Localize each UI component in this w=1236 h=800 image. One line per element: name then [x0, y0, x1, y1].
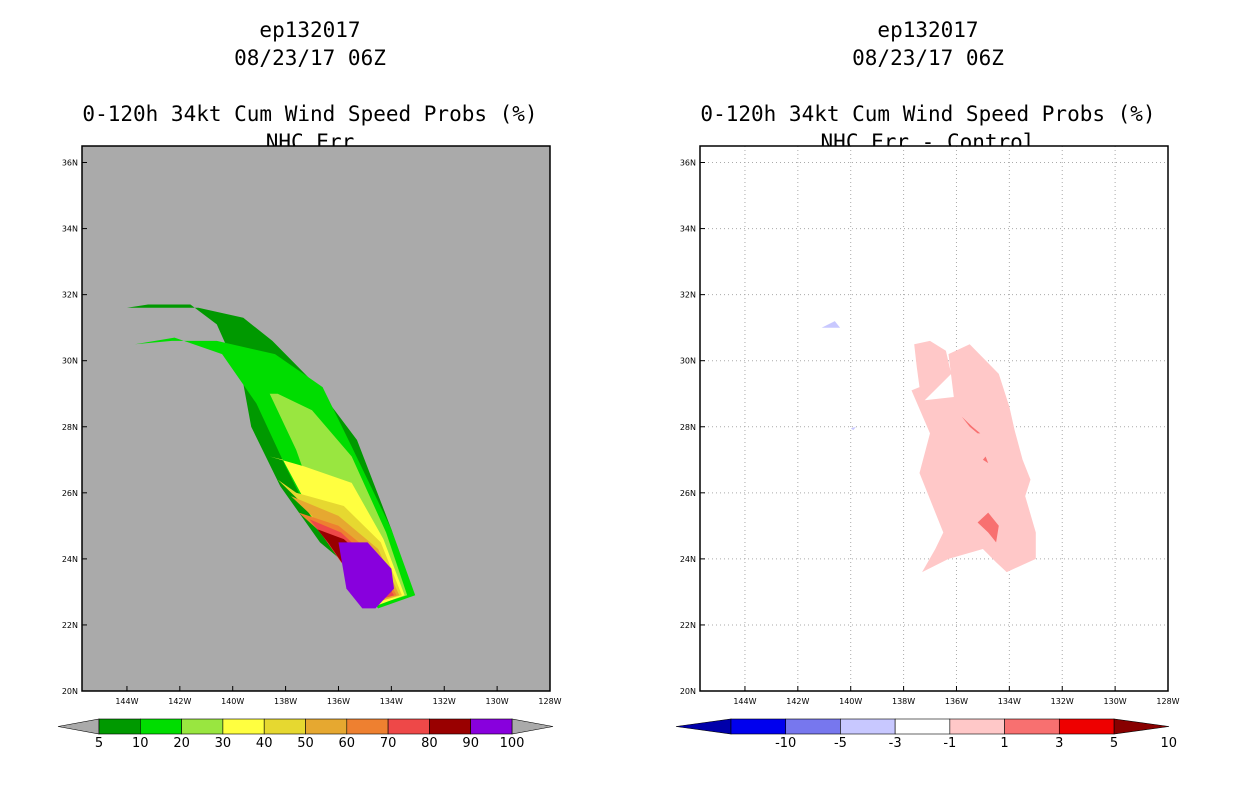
left-xtick-label: 132W: [433, 697, 456, 706]
right-ytick-label: 32N: [680, 291, 696, 300]
right-map-panel: 144W 142W 140W 138W 136W 134W 132W 130W 128W 20N 2…: [680, 145, 1180, 706]
right-ytick-label: 34N: [680, 225, 696, 234]
right-xtick-label: 140W: [839, 697, 862, 706]
left-colorbar-label: 70: [380, 736, 397, 751]
right-colorbar-high-triangle: [1113, 718, 1170, 735]
left-xtick-label: 130W: [486, 697, 509, 706]
left-colorbar-label: 50: [297, 736, 314, 751]
right-colorbar-label: 3: [1055, 736, 1063, 751]
left-ytick-label: 24N: [62, 555, 78, 564]
right-colorbar-swatch: [1004, 718, 1060, 735]
left-colorbar-label: 80: [421, 736, 438, 751]
left-colorbar-label: 90: [462, 736, 479, 751]
right-colorbar-swatch: [894, 718, 951, 735]
left-ytick-label: 22N: [62, 621, 78, 630]
right-xtick-label: 136W: [945, 697, 968, 706]
left-colorbar-swatch: [263, 718, 306, 735]
left-xtick-label: 134W: [380, 697, 403, 706]
left-colorbar-swatch: [346, 718, 389, 735]
left-ytick-label: 34N: [62, 225, 78, 234]
left-colorbar-swatch: [222, 718, 265, 735]
left-colorbar-label: 30: [215, 736, 232, 751]
right-ytick-label: 26N: [680, 489, 696, 498]
right-contour-3: [982, 456, 989, 464]
right-colorbar-label: -10: [775, 736, 796, 751]
right-ytick-label: 36N: [680, 159, 696, 168]
left-colorbar-swatch: [181, 718, 224, 735]
left-colorbar-swatch: [98, 718, 141, 735]
right-colorbar: -10 -5 -3 -1 1 3 5 10: [675, 718, 1177, 751]
left-colorbar-swatch: [140, 718, 182, 735]
right-colorbar-label: 5: [1110, 736, 1118, 751]
left-contour-90: [338, 542, 394, 609]
title-line-3: 0-120h 34kt Cum Wind Speed Probs (%): [82, 102, 538, 126]
right-xtick-label: 132W: [1051, 697, 1074, 706]
left-xtick-label: 138W: [274, 697, 297, 706]
right-xtick-label: 130W: [1104, 697, 1127, 706]
right-colorbar-label: -3: [889, 736, 902, 751]
right-map-frame: [699, 145, 1169, 692]
left-colorbar-label: 100: [500, 736, 525, 751]
left-xtick-label: 144W: [115, 697, 138, 706]
left-ytick-label: 30N: [62, 357, 78, 366]
right-contour-1: [911, 340, 1036, 573]
left-colorbar-low-triangle: [57, 718, 100, 735]
left-colorbar-label: 10: [132, 736, 149, 751]
left-colorbar-label: 40: [256, 736, 273, 751]
right-contour-3: [977, 512, 999, 543]
left-xtick-label: 140W: [221, 697, 244, 706]
right-colorbar-label: -1: [943, 736, 956, 751]
right-colorbar-label: -5: [834, 736, 847, 751]
left-colorbar-high-triangle: [511, 718, 554, 735]
left-colorbar-swatch: [429, 718, 471, 735]
left-colorbar-label: 5: [95, 736, 103, 751]
right-ytick-label: 20N: [680, 687, 696, 696]
right-colorbar-swatch: [730, 718, 787, 735]
right-xtick-label: 138W: [892, 697, 915, 706]
left-xtick-label: 128W: [538, 697, 561, 706]
right-ytick-label: 28N: [680, 423, 696, 432]
right-xtick-label: 134W: [998, 697, 1021, 706]
left-colorbar-swatch: [470, 718, 513, 735]
left-ytick-label: 26N: [62, 489, 78, 498]
right-ytick-label: 24N: [680, 555, 696, 564]
right-colorbar-swatch: [1058, 718, 1115, 735]
title-line-1: 08/23/17 06Z: [852, 46, 1004, 70]
right-contour-neg1: [821, 321, 841, 328]
title-line-0: ep132017: [259, 18, 361, 42]
left-colorbar-swatch: [387, 718, 430, 735]
right-colorbar-swatch: [949, 718, 1005, 735]
title-line-0: ep132017: [877, 18, 979, 42]
left-colorbar-label: 20: [173, 736, 190, 751]
right-ytick-label: 30N: [680, 357, 696, 366]
right-xtick-label: 142W: [786, 697, 809, 706]
title-line-3: 0-120h 34kt Cum Wind Speed Probs (%): [700, 102, 1156, 126]
left-ytick-label: 28N: [62, 423, 78, 432]
left-xtick-label: 136W: [327, 697, 350, 706]
left-colorbar-label: 60: [339, 736, 356, 751]
left-xtick-label: 142W: [168, 697, 191, 706]
left-colorbar: 5 10 20 30 40 50 60 70 80 90 100: [57, 718, 554, 751]
right-ytick-label: 22N: [680, 621, 696, 630]
right-colorbar-low-triangle: [675, 718, 732, 735]
right-colorbar-label: 1: [1000, 736, 1008, 751]
right-xtick-label: 128W: [1156, 697, 1179, 706]
right-contour-neg1: [850, 426, 856, 431]
right-colorbar-swatch: [840, 718, 896, 735]
right-colorbar-swatch: [785, 718, 841, 735]
title-line-1: 08/23/17 06Z: [234, 46, 386, 70]
right-xtick-label: 144W: [733, 697, 756, 706]
left-ytick-label: 36N: [62, 159, 78, 168]
right-colorbar-label: 10: [1160, 736, 1177, 751]
left-colorbar-swatch: [305, 718, 348, 735]
left-chart-title: ep132017 08/23/17 06Z 0-120h 34kt Cum Win…: [70, 16, 550, 156]
left-ytick-label: 32N: [62, 291, 78, 300]
left-ytick-label: 20N: [62, 687, 78, 696]
left-map-panel: 144W 142W 140W 138W 136W 134W 132W 130W 128W 20N 2…: [62, 145, 562, 706]
left-map-frame: [81, 145, 551, 692]
